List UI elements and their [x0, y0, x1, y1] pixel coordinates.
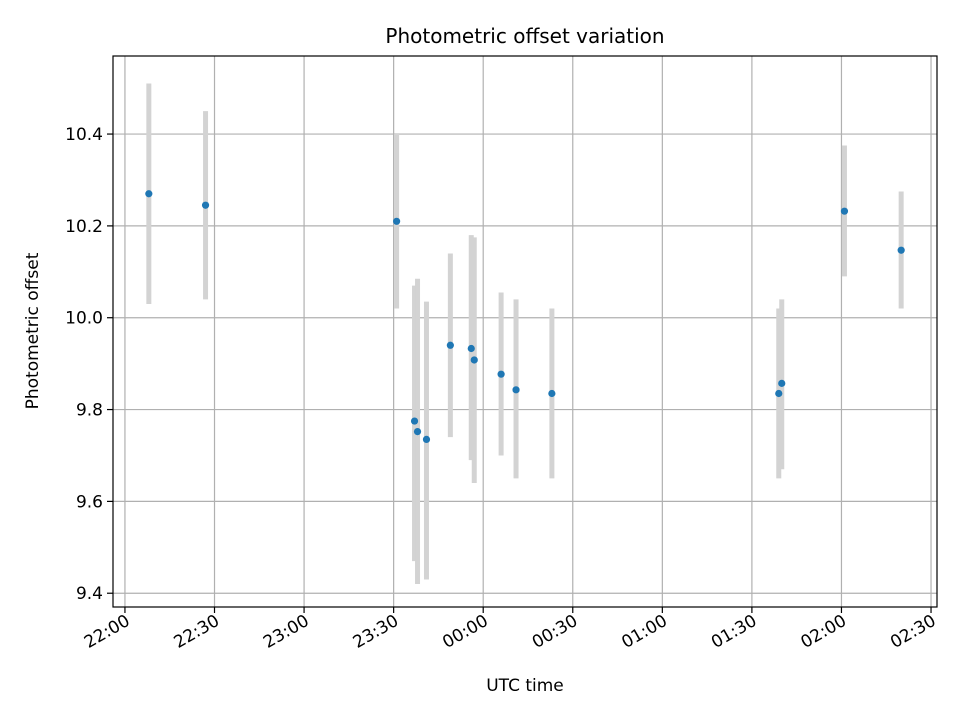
data-point [410, 417, 419, 425]
grid-lines [113, 56, 937, 607]
x-axis-title: UTC time [486, 676, 564, 696]
data-point [470, 356, 478, 364]
y-axis-ticks: 9.4 9.6 9.8 10.0 10.2 10.4 [65, 125, 113, 604]
data-point [422, 435, 431, 444]
data-point [413, 427, 422, 436]
data-point [840, 207, 849, 215]
y-tick-label: 10.2 [65, 217, 103, 237]
data-points [145, 190, 905, 444]
data-point [778, 379, 786, 387]
data-point [393, 217, 401, 225]
data-point [446, 341, 454, 349]
y-axis-title: Photometric offset [23, 252, 43, 409]
data-point [897, 246, 905, 254]
plot-frame [112, 55, 938, 608]
data-point [201, 201, 210, 209]
y-tick-label: 10.4 [65, 125, 103, 145]
data-point [467, 344, 475, 353]
y-tick-label: 10.0 [65, 309, 103, 329]
data-point [775, 389, 783, 398]
data-point [497, 370, 505, 378]
chart-title: Photometric offset variation [385, 24, 664, 48]
y-tick-label: 9.8 [76, 401, 103, 421]
data-point [512, 386, 520, 394]
y-tick-label: 9.6 [76, 492, 103, 512]
y-tick-label: 9.4 [76, 584, 103, 604]
data-point [145, 190, 153, 198]
data-point [548, 389, 556, 398]
